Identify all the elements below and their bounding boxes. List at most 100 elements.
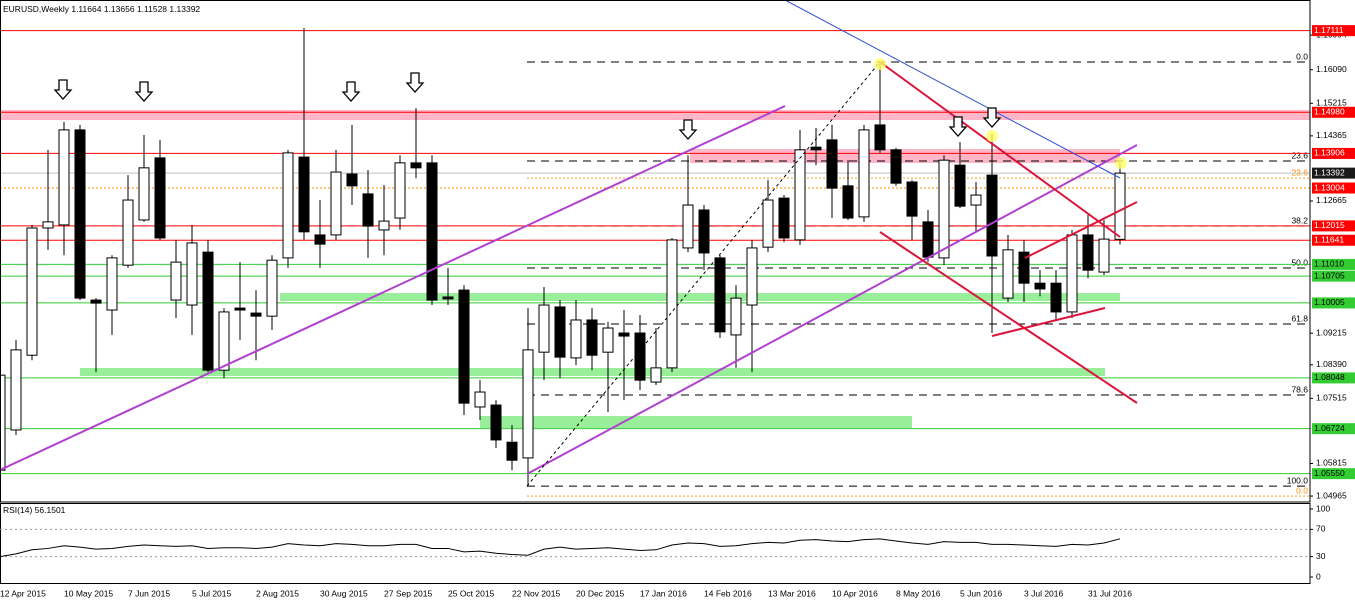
level-box — [1312, 106, 1355, 118]
candle-body — [106, 257, 118, 311]
candle-body — [394, 162, 406, 219]
x-tick-label: 3 Jul 2016 — [1024, 588, 1063, 598]
level-label: 1.06724 — [1314, 423, 1345, 433]
candle-body — [298, 156, 310, 233]
candle-body — [474, 391, 486, 408]
fib-label: 38.2 — [1291, 215, 1308, 225]
candle-body — [986, 174, 998, 257]
candle-body — [1114, 172, 1126, 240]
x-tick-label: 2 Aug 2015 — [256, 588, 299, 598]
level-box — [1312, 372, 1355, 384]
candle-body — [714, 257, 726, 333]
trend-lines — [0, 0, 1138, 487]
x-tick-label: 20 Dec 2015 — [576, 588, 624, 598]
highlight — [986, 130, 998, 142]
x-tick-label: 13 Mar 2016 — [768, 588, 816, 598]
level-label: 1.11010 — [1314, 259, 1344, 269]
y-tick-label: 1.14365 — [1316, 130, 1347, 140]
level-label: 1.11641 — [1314, 234, 1344, 244]
candle-body — [362, 193, 374, 227]
rsi-value: 56.1501 — [35, 505, 66, 515]
chart-title: EURUSD,Weekly 1.11664 1.13656 1.11528 1.… — [3, 4, 200, 14]
rsi-tick-label: 70 — [1316, 524, 1326, 534]
x-tick-label: 17 Jan 2016 — [640, 588, 687, 598]
candle-body — [858, 129, 870, 218]
candle-body — [426, 162, 438, 301]
x-tick-label: 5 Jul 2015 — [192, 588, 231, 598]
support-zone — [280, 293, 1120, 301]
candle-body — [458, 289, 470, 404]
level-box — [1312, 234, 1355, 246]
candle-body — [698, 209, 710, 254]
x-tick-label: 10 Apr 2016 — [832, 588, 878, 598]
candle-body — [378, 220, 390, 231]
candle-body — [666, 239, 678, 369]
candle-body — [138, 167, 150, 221]
candle-body — [42, 221, 54, 229]
wedge-line — [991, 307, 1106, 337]
candle-body — [122, 199, 134, 266]
rsi-tick-label: 100 — [1316, 503, 1330, 513]
fib-label: 23.6 — [1291, 150, 1308, 160]
level-box — [1312, 423, 1355, 435]
candle-body — [522, 349, 534, 459]
main-frame — [0, 0, 1311, 503]
level-label: 1.13004 — [1314, 182, 1345, 192]
candle-body — [90, 299, 102, 304]
y-tick-label: 1.05815 — [1316, 458, 1347, 468]
candle-body — [618, 332, 630, 337]
wedge-line — [1024, 201, 1138, 259]
y-tick-label: 1.07515 — [1316, 393, 1347, 403]
candle-body — [938, 159, 950, 259]
trend-line — [526, 144, 1138, 475]
candle-body — [682, 204, 694, 249]
candle-body — [842, 185, 854, 219]
candle-body — [538, 304, 550, 353]
y-tick-label: 1.16090 — [1316, 64, 1347, 74]
trend-line — [0, 105, 786, 471]
candle-body — [874, 124, 886, 151]
candle-body — [170, 261, 182, 301]
ohlc: 1.13392 — [169, 4, 200, 14]
x-tick-label: 12 Apr 2015 — [0, 588, 46, 598]
candle-body — [442, 296, 454, 300]
fib-label: 23.6 — [1291, 167, 1308, 177]
candle-body — [250, 312, 262, 317]
level-label: 1.10705 — [1314, 270, 1345, 280]
candle-body — [58, 129, 70, 226]
candle-body — [282, 152, 294, 259]
highlight — [1115, 157, 1127, 169]
candle-body — [826, 139, 838, 189]
level-box — [1312, 182, 1355, 194]
level-label: 1.13906 — [1314, 148, 1345, 158]
candle-body — [234, 307, 246, 311]
candle-body — [650, 367, 662, 383]
x-tick-label: 31 Jul 2016 — [1088, 588, 1132, 598]
candle-body — [730, 297, 742, 336]
candle-body — [314, 234, 326, 245]
candle-body — [0, 374, 6, 471]
candles — [0, 27, 1126, 491]
candle-body — [634, 332, 646, 381]
support-zone — [480, 416, 912, 428]
ohlc: 1.13656 — [104, 4, 135, 14]
candle-body — [778, 197, 790, 239]
symbol: EURUSD,Weekly — [3, 4, 70, 14]
candle-body — [746, 247, 758, 306]
channel-line — [879, 231, 1138, 404]
fib-base-line — [526, 61, 881, 487]
resistance-zone — [0, 110, 1310, 120]
candle-body — [410, 162, 422, 169]
candle-body — [1050, 282, 1062, 313]
x-tick-label: 5 Jun 2016 — [960, 588, 1002, 598]
candle-body — [26, 227, 38, 356]
candle-body — [10, 349, 22, 431]
candle-body — [1098, 238, 1110, 273]
candle-body — [1034, 282, 1046, 290]
highlight — [874, 58, 886, 70]
channel-line — [879, 61, 1121, 238]
level-label: 1.05550 — [1314, 468, 1345, 478]
fib-label: 50.0 — [1291, 257, 1308, 267]
rsi-name: RSI(14) — [3, 505, 32, 515]
candle-body — [506, 441, 518, 461]
